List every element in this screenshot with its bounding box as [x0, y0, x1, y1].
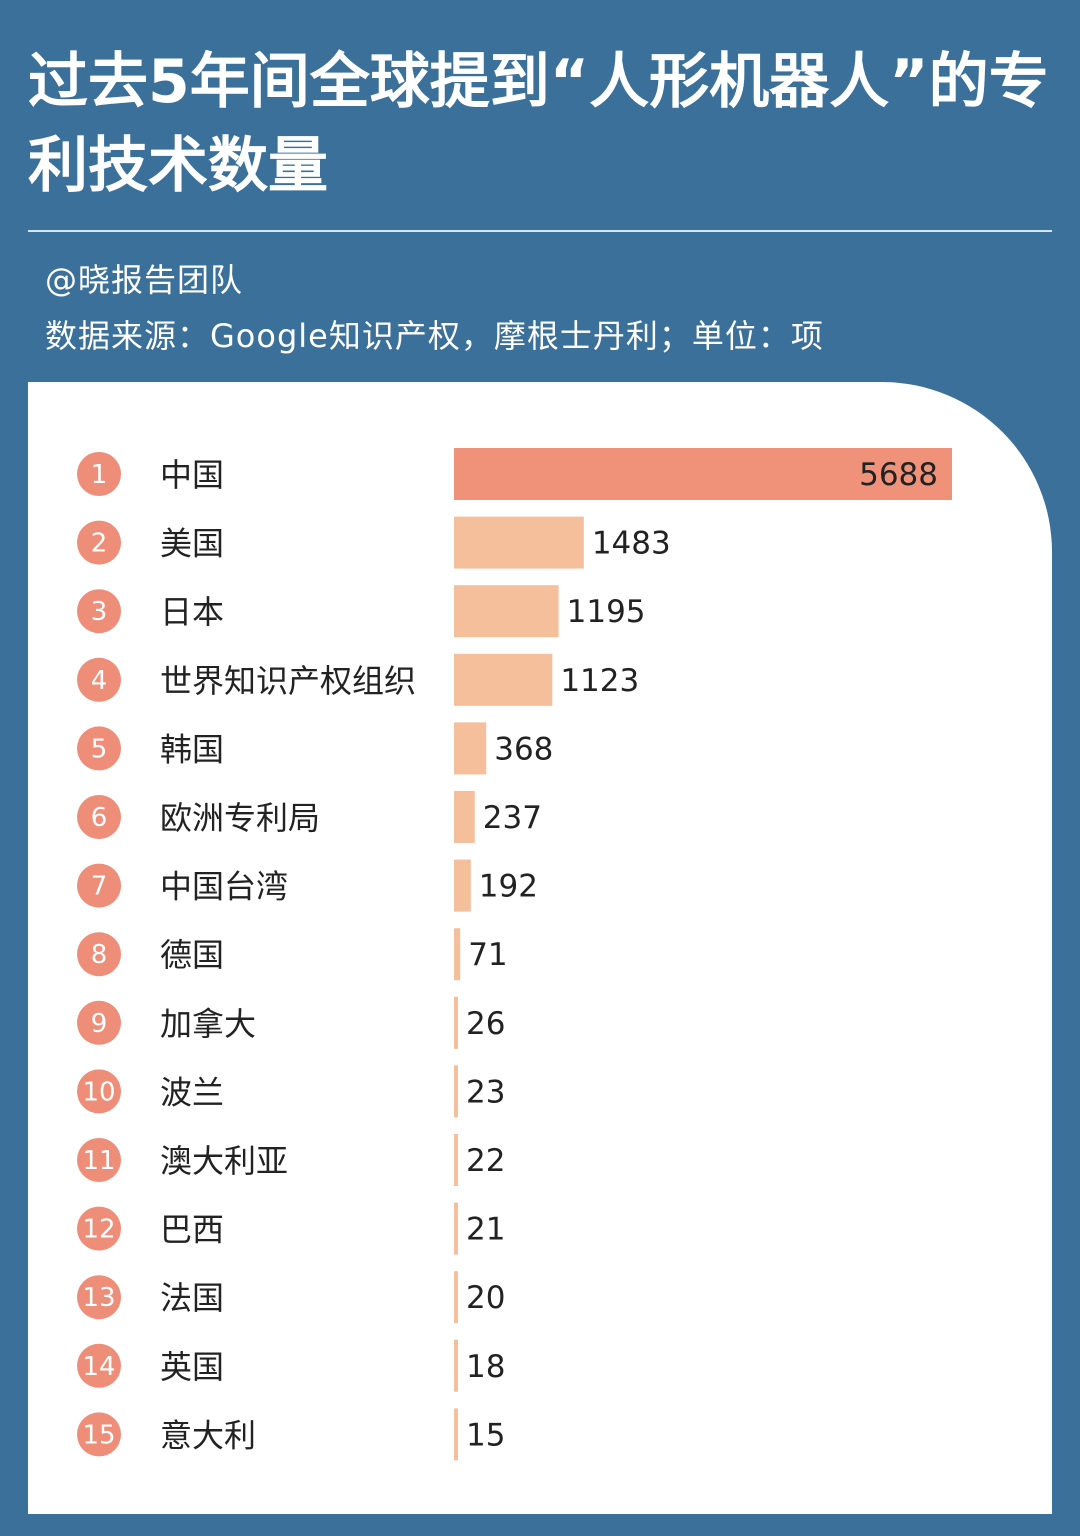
value-label: 26	[466, 1006, 505, 1042]
data-bar	[454, 653, 553, 706]
data-bar	[454, 928, 461, 981]
country-label: 巴西	[160, 1211, 224, 1249]
data-bar	[454, 1271, 458, 1324]
country-label: 美国	[160, 525, 224, 563]
rank-number: 13	[82, 1283, 115, 1313]
value-label: 15	[466, 1417, 505, 1453]
country-label: 中国	[160, 456, 224, 494]
country-label: 日本	[160, 593, 224, 631]
rank-badge	[77, 657, 121, 702]
data-bar	[454, 1134, 458, 1186]
rank-badge	[77, 589, 121, 634]
rank-number: 3	[91, 597, 108, 627]
rank-badge	[77, 1343, 121, 1388]
rank-number: 5	[91, 734, 108, 764]
data-bar	[454, 1202, 458, 1255]
data-bar	[454, 516, 584, 569]
value-label: 368	[494, 731, 553, 767]
chart-panel	[28, 382, 1052, 1514]
rank-number: 11	[82, 1146, 115, 1176]
country-label: 欧洲专利局	[160, 799, 320, 837]
source-note: 数据来源：Google知识产权，摩根士丹利；单位：项	[45, 317, 824, 355]
rank-number: 7	[91, 872, 108, 902]
credit-text: @晓报告团队	[45, 261, 244, 299]
rank-badge	[77, 1275, 121, 1320]
country-label: 中国台湾	[160, 868, 288, 906]
rank-badge	[77, 1138, 121, 1182]
country-label: 法国	[160, 1279, 224, 1317]
country-label: 澳大利亚	[160, 1142, 288, 1180]
value-label: 18	[466, 1349, 505, 1385]
country-label: 英国	[160, 1348, 224, 1386]
rank-badge	[77, 1412, 121, 1457]
value-label: 1483	[592, 526, 671, 562]
value-label: 22	[466, 1143, 505, 1179]
rank-number: 12	[82, 1215, 115, 1245]
rank-badge	[77, 795, 121, 839]
rank-badge	[77, 863, 121, 908]
rank-badge	[77, 1000, 121, 1045]
value-label: 71	[468, 937, 507, 973]
rank-number: 15	[82, 1420, 115, 1450]
data-bar	[454, 722, 487, 775]
rank-number: 4	[91, 666, 108, 696]
rank-badge	[77, 932, 121, 977]
rank-number: 14	[82, 1352, 115, 1382]
title-divider	[28, 230, 1052, 232]
country-label: 韩国	[160, 730, 224, 768]
rank-number: 8	[91, 940, 108, 970]
value-label: 23	[466, 1074, 505, 1110]
rank-badge	[77, 1206, 121, 1251]
value-label: 1123	[560, 663, 639, 699]
rank-badge	[77, 452, 121, 496]
country-label: 加拿大	[160, 1005, 256, 1043]
data-bar	[454, 791, 475, 843]
data-bar	[454, 1408, 458, 1461]
data-bar	[454, 1065, 458, 1118]
rank-badge	[77, 1069, 121, 1114]
rank-badge	[77, 726, 121, 771]
value-label: 192	[479, 869, 538, 905]
value-label: 237	[483, 800, 542, 836]
rank-number: 1	[91, 460, 108, 490]
country-label: 意大利	[160, 1416, 256, 1454]
data-bar	[454, 1339, 458, 1392]
data-bar	[454, 585, 559, 638]
rank-number: 10	[82, 1077, 115, 1107]
country-label: 德国	[160, 936, 224, 974]
country-label: 波兰	[160, 1073, 224, 1111]
value-label: 5688	[859, 457, 938, 493]
rank-badge	[77, 520, 121, 565]
value-label: 20	[466, 1280, 505, 1316]
data-bar	[454, 448, 952, 500]
value-label: 21	[466, 1212, 505, 1248]
chart-title: 过去5年间全球提到“人形机器人”的专利技术数量	[28, 47, 1049, 201]
rank-number: 9	[91, 1009, 108, 1039]
country-label: 世界知识产权组织	[160, 662, 416, 700]
value-label: 1195	[567, 594, 646, 630]
rank-number: 6	[91, 803, 108, 833]
data-bar	[454, 996, 458, 1049]
data-bar	[454, 859, 471, 912]
rank-number: 2	[91, 529, 108, 559]
